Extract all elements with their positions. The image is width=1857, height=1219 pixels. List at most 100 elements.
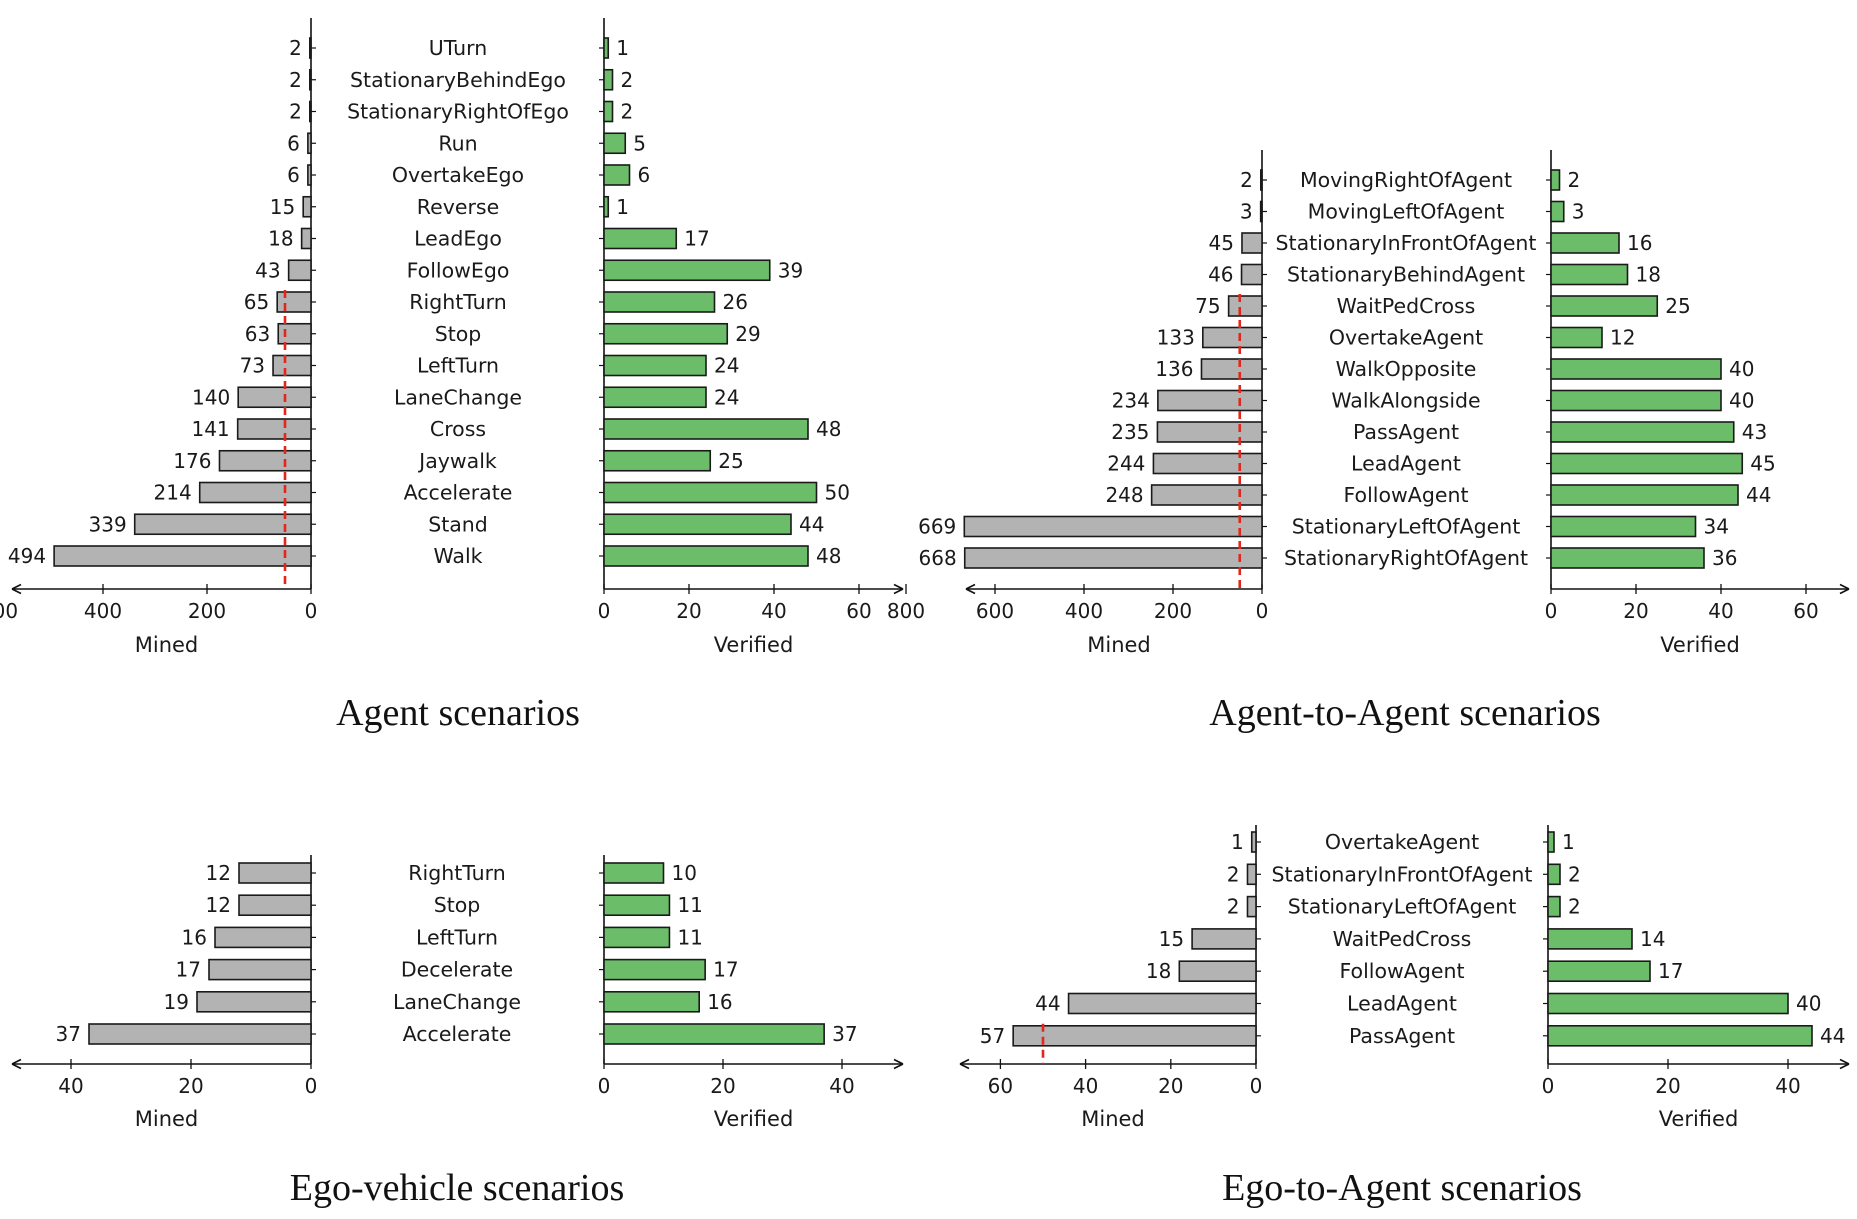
agent-verified-bar [603,545,809,567]
agent-to-agent-mined-value-label: 669 [918,515,956,539]
ego-vehicle-category-label: Accelerate [403,1022,512,1046]
agent-verified-bar [603,195,610,218]
ego-to-agent-category-label: FollowAgent [1340,959,1465,983]
ego-vehicle-verified-bar [603,894,671,917]
ego-vehicle-mined-bar [238,862,312,884]
agent-to-agent-category-label: WaitPedCross [1337,294,1476,318]
ego-to-agent-verified-value-label: 2 [1568,862,1581,886]
chart-ego-vehicle: 40 20 0 0 20 40 Mined Verified 12 10 RightTurn 12 11… [11,855,904,1209]
agent-mined-value-label: 2 [289,36,302,60]
agent-to-agent-mined-bar [1150,484,1263,506]
ego-vehicle-mined-value-label: 37 [56,1022,81,1046]
ego-to-agent-verified-value-label: 1 [1562,830,1575,854]
ego-vehicle-verified-value-label: 16 [707,990,732,1014]
agent-to-agent-mined-value-label: 234 [1112,389,1150,413]
ego-vehicle-mined-tick-label: 20 [178,1074,203,1098]
ego-to-agent-title: Ego-to-Agent scenarios [1222,1167,1582,1209]
agent-to-agent-verified-bar [1550,389,1722,412]
ego-vehicle-category-label: LeftTurn [416,925,498,949]
ego-to-agent-mined-bar [1012,1025,1257,1047]
agent-category-label: StationaryRightOfEgo [347,100,569,124]
agent-verified-value-label: 1 [616,195,629,219]
agent-to-agent-mined-value-label: 75 [1195,294,1220,318]
agent-to-agent-verified-value-label: 34 [1704,515,1729,539]
ego-vehicle-mined-xlabel: Mined [135,1107,199,1131]
agent-verified-value-label: 2 [621,100,634,124]
ego-vehicle-verified-arrow [893,1058,904,1070]
agent-mined-tick-label: 600 [0,599,18,623]
ego-vehicle-mined-bar [196,990,312,1013]
agent-category-label: Cross [430,417,486,441]
agent-mined-value-label: 176 [173,449,211,473]
agent-to-agent-verified-bar [1550,295,1659,317]
agent-to-agent-mined-value-label: 46 [1208,263,1233,287]
agent-category-label: Stand [428,512,488,536]
agent-to-agent-verified-bar [1550,515,1697,538]
agent-to-agent-verified-bar [1550,326,1603,349]
agent-verified-arrow [893,583,904,595]
ego-to-agent-verified-bar [1547,831,1555,853]
agent-to-agent-category-label: MovingRightOfAgent [1300,168,1512,192]
ego-vehicle-verified-value-label: 17 [713,958,738,982]
agent-to-agent-mined-value-label: 244 [1107,452,1145,476]
agent-mined-value-label: 73 [240,354,265,378]
agent-mined-bar [308,100,312,123]
agent-verified-bar [603,164,631,186]
agent-mined-bar [276,291,312,313]
ego-vehicle-verified-tick-label: 40 [829,1074,854,1098]
agent-mined-value-label: 494 [8,544,46,568]
agent-mined-value-label: 18 [268,227,293,251]
agent-to-agent-verified-tick-label: 60 [1793,599,1818,623]
agent-to-agent-mined-value-label: 668 [919,546,957,570]
ego-vehicle-mined-bar [238,894,312,917]
agent-mined-bar [307,164,312,186]
agent-to-agent-mined-tick-label: 200 [1154,599,1192,623]
agent-to-agent-mined-value-label: 248 [1105,483,1143,507]
chart-agent: 600 400 200 0 0 20 40 60 Mined Verified 2 1 UTurn 2 2 S… [0,18,904,734]
agent-to-agent-category-label: LeadAgent [1351,452,1461,476]
ego-to-agent-mined-value-label: 1 [1231,830,1244,854]
ego-to-agent-verified-bar [1547,928,1633,950]
ego-to-agent-mined-tick-label: 40 [1073,1074,1098,1098]
ego-to-agent-verified-value-label: 40 [1796,992,1821,1016]
agent-to-agent-verified-bar [1550,484,1739,506]
ego-to-agent-mined-bar [1250,831,1257,853]
ego-vehicle-verified-bar [603,1023,825,1045]
ego-to-agent-category-label: StationaryLeftOfAgent [1288,895,1517,919]
agent-verified-bar [603,37,610,59]
agent-verified-bar [603,481,818,504]
agent-verified-tick-label: 60 [846,599,871,623]
agent-mined-value-label: 6 [287,163,300,187]
agent-to-agent-mined-xlabel: Mined [1087,633,1151,657]
agent-verified-value-label: 29 [735,322,760,346]
ego-to-agent-verified-bar [1547,1025,1813,1047]
agent-to-agent-mined-value-label: 235 [1111,420,1149,444]
agent-mined-bar [237,386,312,409]
chart-ego-to-agent: 60 40 20 0 0 20 40 Mined Verified 1 1 OvertakeAgent… [959,825,1850,1209]
agent-verified-xlabel: Verified [714,633,794,657]
agent-to-agent-category-label: StationaryBehindAgent [1287,263,1525,287]
agent-to-agent-category-label: StationaryInFrontOfAgent [1276,231,1537,255]
agent-verified-bar [603,354,707,377]
agent-category-label: Accelerate [404,481,513,505]
agent-to-agent-verified-value-label: 16 [1627,231,1652,255]
agent-to-agent-verified-tick-label: 40 [1708,599,1733,623]
ego-to-agent-category-label: StationaryInFrontOfAgent [1272,862,1533,886]
agent-verified-value-label: 17 [684,227,709,251]
agent-to-agent-title: Agent-to-Agent scenarios [1209,692,1601,734]
agent-mined-value-label: 214 [154,481,192,505]
ego-to-agent-mined-bar [1067,992,1257,1015]
ego-vehicle-category-label: Stop [434,893,481,917]
ego-vehicle-verified-bar [603,926,671,949]
ego-to-agent-verified-bar [1547,863,1561,886]
ego-to-agent-mined-value-label: 44 [1035,992,1060,1016]
ego-to-agent-mined-bar [1178,960,1257,983]
agent-verified-bar [603,100,614,123]
ego-vehicle-mined-arrow [11,1058,22,1070]
agent-mined-bar [198,481,312,504]
ego-to-agent-mined-bar [1246,895,1257,918]
agent-to-agent-verified-bar [1550,452,1744,475]
agent-category-label: FollowEgo [407,258,510,282]
ego-to-agent-mined-xlabel: Mined [1081,1107,1145,1131]
agent-to-agent-verified-bar [1550,200,1565,223]
